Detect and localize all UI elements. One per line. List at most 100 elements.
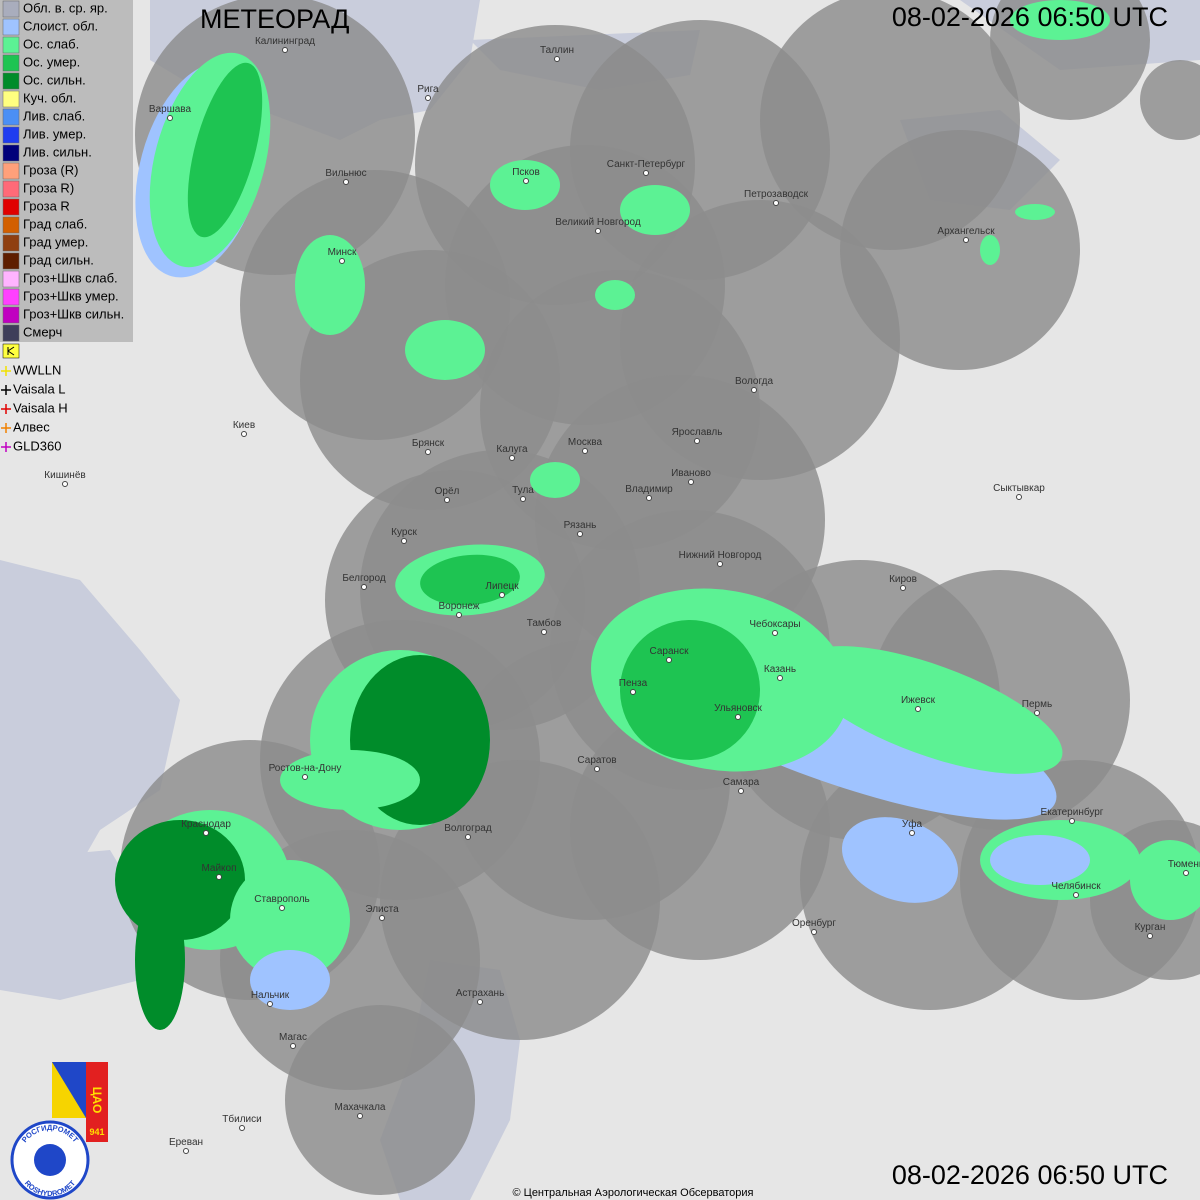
city-dot: [694, 438, 700, 444]
city-label: Курск: [391, 527, 417, 538]
city-dot: [425, 95, 431, 101]
city-dot: [499, 592, 505, 598]
city-dot: [302, 774, 308, 780]
city-dot: [477, 999, 483, 1005]
legend-swatch: [2, 198, 20, 216]
city-dot: [909, 830, 915, 836]
city-dot: [717, 561, 723, 567]
city-dot: [1073, 892, 1079, 898]
legend-swatch: [2, 288, 20, 306]
lightning-label: Vaisala H: [13, 400, 68, 415]
city-dot: [1147, 933, 1153, 939]
city-label: Рязань: [564, 520, 597, 531]
city-dot: [216, 874, 222, 880]
city-dot: [465, 834, 471, 840]
legend-swatch: [2, 162, 20, 180]
legend-label: Гроза R: [23, 198, 70, 213]
lightning-label: Vaisala L: [13, 381, 66, 396]
city-label: Сыктывкар: [993, 483, 1045, 494]
lightning-symbol: [1, 385, 11, 395]
radar-circle: [1140, 60, 1200, 140]
lightning-label: Алвес: [13, 419, 50, 434]
city-dot: [646, 495, 652, 501]
city-dot: [643, 170, 649, 176]
city-label: Санкт-Петербург: [607, 158, 686, 170]
city-label: Ульяновск: [714, 703, 762, 714]
city-dot: [339, 258, 345, 264]
precip-area: [230, 860, 350, 980]
city-dot: [582, 448, 588, 454]
precip-area: [990, 835, 1090, 885]
city-label: Москва: [568, 437, 603, 448]
city-dot: [1183, 870, 1189, 876]
city-label: Великий Новгород: [555, 217, 641, 228]
city-dot: [279, 905, 285, 911]
city-label: Саранск: [650, 646, 690, 657]
city-label: Псков: [512, 167, 540, 178]
legend-swatch: [2, 252, 20, 270]
city-label: Варшава: [149, 104, 192, 115]
lightning-symbol: [1, 366, 11, 376]
city-label: Брянск: [412, 438, 445, 449]
city-label: Самара: [723, 777, 760, 788]
timestamp-bottom: 08-02-2026 06:50 UTC: [892, 1160, 1168, 1190]
city-label: Ярославль: [672, 427, 723, 438]
legend-label: Гроз+Шкв умер.: [23, 288, 119, 303]
legend-label: Куч. обл.: [23, 90, 76, 105]
city-dot: [688, 479, 694, 485]
city-label: Липецк: [485, 581, 519, 592]
city-dot: [509, 455, 515, 461]
city-dot: [267, 1001, 273, 1007]
city-dot: [183, 1148, 189, 1154]
city-dot: [167, 115, 173, 121]
precip-area: [980, 235, 1000, 265]
title: МЕТЕОРАД: [200, 4, 349, 34]
legend-swatch: [2, 270, 20, 288]
city-dot: [241, 431, 247, 437]
city-dot: [595, 228, 601, 234]
city-label: Нижний Новгород: [679, 550, 762, 561]
precip-area: [135, 890, 185, 1030]
precip-area: [797, 646, 1063, 774]
legend-label: Лив. умер.: [23, 126, 86, 141]
city-label: Тула: [512, 485, 534, 496]
city-dot: [290, 1043, 296, 1049]
precip-area: [1010, 0, 1110, 40]
legend-label: Ос. умер.: [23, 54, 80, 69]
legend-label: Смерч: [23, 324, 62, 339]
city-dot: [594, 766, 600, 772]
city-dot: [425, 449, 431, 455]
city-label: Саратов: [577, 755, 616, 766]
legend-swatch: [2, 72, 20, 90]
city-dot: [343, 179, 349, 185]
city-dot: [1069, 818, 1075, 824]
legend-swatch: [2, 180, 20, 198]
precip-area: [295, 235, 365, 335]
city-dot: [379, 915, 385, 921]
precip-area: [841, 817, 959, 903]
city-dot: [456, 612, 462, 618]
legend-panel: [0, 0, 133, 342]
lightning-symbol: [1, 442, 11, 452]
city-dot: [772, 630, 778, 636]
radar-circle: [840, 130, 1080, 370]
precip-area: [530, 462, 580, 498]
legend-label: Град умер.: [23, 234, 88, 249]
city-label: Пермь: [1022, 699, 1052, 710]
precip-area: [490, 160, 560, 210]
legend-swatch: [2, 306, 20, 324]
city-label: Тбилиси: [222, 1113, 261, 1125]
city-dot: [1016, 494, 1022, 500]
city-dot: [777, 675, 783, 681]
precip-area: [405, 320, 485, 380]
city-label: Калуга: [496, 444, 528, 455]
city-label: Таллин: [540, 45, 574, 56]
legend-label: Гроз+Шкв сильн.: [23, 306, 124, 321]
lightning-glyph: [7, 346, 15, 356]
city-label: Челябинск: [1051, 880, 1101, 892]
city-label: Ереван: [169, 1137, 203, 1148]
city-label: Минск: [328, 247, 357, 258]
copyright: © Центральная Аэрологическая Обсерватори…: [513, 1187, 754, 1199]
city-label: Рига: [417, 84, 439, 95]
